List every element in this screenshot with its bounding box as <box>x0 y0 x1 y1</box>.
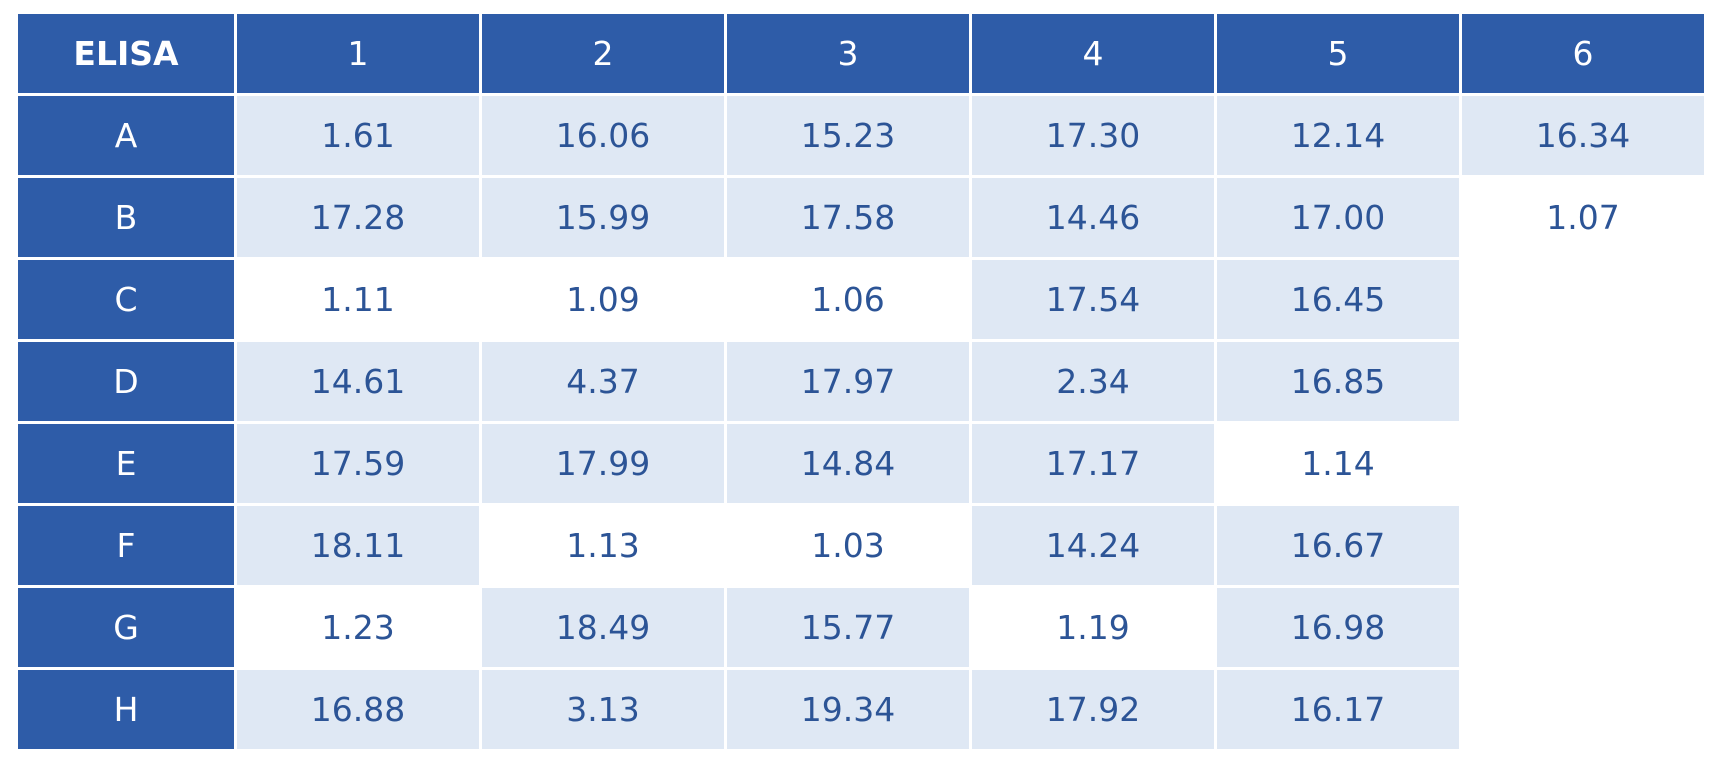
row-header: G <box>18 588 234 667</box>
header-row: ELISA 1 2 3 4 5 6 <box>18 14 1704 93</box>
column-header: 3 <box>727 14 969 93</box>
value-cell: 1.61 <box>237 96 479 175</box>
value-cell: 15.77 <box>727 588 969 667</box>
empty-cell <box>1462 342 1704 421</box>
value-cell: 16.34 <box>1462 96 1704 175</box>
value-cell: 17.58 <box>727 178 969 257</box>
empty-cell <box>1462 424 1704 503</box>
value-cell: 1.19 <box>1056 608 1130 647</box>
empty-cell <box>1462 260 1704 339</box>
data-row: E 17.59 17.99 14.84 17.17 1.14 <box>18 424 1704 503</box>
value-cell: 14.46 <box>972 178 1214 257</box>
value-cell: 1.13 <box>566 526 640 565</box>
value-cell: 18.49 <box>482 588 724 667</box>
value-cell: 16.17 <box>1217 670 1459 749</box>
value-cell: 15.23 <box>727 96 969 175</box>
row-header: D <box>18 342 234 421</box>
value-cell: 17.17 <box>972 424 1214 503</box>
value-cell: 16.98 <box>1217 588 1459 667</box>
column-header: 6 <box>1462 14 1704 93</box>
data-row: G 1.23 18.49 15.77 1.19 16.98 <box>18 588 1704 667</box>
value-cell: 1.07 <box>1546 198 1620 237</box>
row-header: C <box>18 260 234 339</box>
column-header: 2 <box>482 14 724 93</box>
row-header: A <box>18 96 234 175</box>
value-cell: 1.11 <box>321 280 395 319</box>
value-cell: 16.67 <box>1217 506 1459 585</box>
empty-cell <box>1462 506 1704 585</box>
value-cell: 17.54 <box>972 260 1214 339</box>
value-cell: 16.45 <box>1217 260 1459 339</box>
value-cell: 4.37 <box>482 342 724 421</box>
data-row: F 18.11 1.13 1.03 14.24 16.67 <box>18 506 1704 585</box>
value-cell: 16.85 <box>1217 342 1459 421</box>
column-header: 5 <box>1217 14 1459 93</box>
corner-header: ELISA <box>18 14 234 93</box>
value-cell: 17.59 <box>237 424 479 503</box>
value-cell: 17.92 <box>972 670 1214 749</box>
row-header: F <box>18 506 234 585</box>
value-cell: 14.24 <box>972 506 1214 585</box>
value-cell: 17.30 <box>972 96 1214 175</box>
row-header: E <box>18 424 234 503</box>
empty-cell <box>1462 670 1704 749</box>
row-header: B <box>18 178 234 257</box>
value-cell: 14.84 <box>727 424 969 503</box>
value-cell: 3.13 <box>482 670 724 749</box>
value-cell: 19.34 <box>727 670 969 749</box>
value-cell: 1.23 <box>321 608 395 647</box>
row-header: H <box>18 670 234 749</box>
value-cell: 16.06 <box>482 96 724 175</box>
data-row: A 1.61 16.06 15.23 17.30 12.14 16.34 <box>18 96 1704 175</box>
data-row: H 16.88 3.13 19.34 17.92 16.17 <box>18 670 1704 749</box>
data-row: B 17.28 15.99 17.58 14.46 17.00 1.07 <box>18 178 1704 257</box>
value-cell: 12.14 <box>1217 96 1459 175</box>
value-cell: 1.03 <box>811 526 885 565</box>
data-row: C 1.11 1.09 1.06 17.54 16.45 <box>18 260 1704 339</box>
value-cell: 2.34 <box>972 342 1214 421</box>
value-cell: 17.00 <box>1217 178 1459 257</box>
value-cell: 17.28 <box>237 178 479 257</box>
data-row: D 14.61 4.37 17.97 2.34 16.85 <box>18 342 1704 421</box>
column-header: 4 <box>972 14 1214 93</box>
value-cell: 17.97 <box>727 342 969 421</box>
value-cell: 15.99 <box>482 178 724 257</box>
value-cell: 16.88 <box>237 670 479 749</box>
elisa-table: ELISA 1 2 3 4 5 6 A 1.61 16.06 15.23 17.30 12.14 16.3… <box>15 11 1707 752</box>
value-cell: 14.61 <box>237 342 479 421</box>
empty-cell <box>1462 588 1704 667</box>
value-cell: 17.99 <box>482 424 724 503</box>
value-cell: 1.06 <box>811 280 885 319</box>
column-header: 1 <box>237 14 479 93</box>
value-cell: 18.11 <box>237 506 479 585</box>
value-cell: 1.14 <box>1301 444 1375 483</box>
value-cell: 1.09 <box>566 280 640 319</box>
